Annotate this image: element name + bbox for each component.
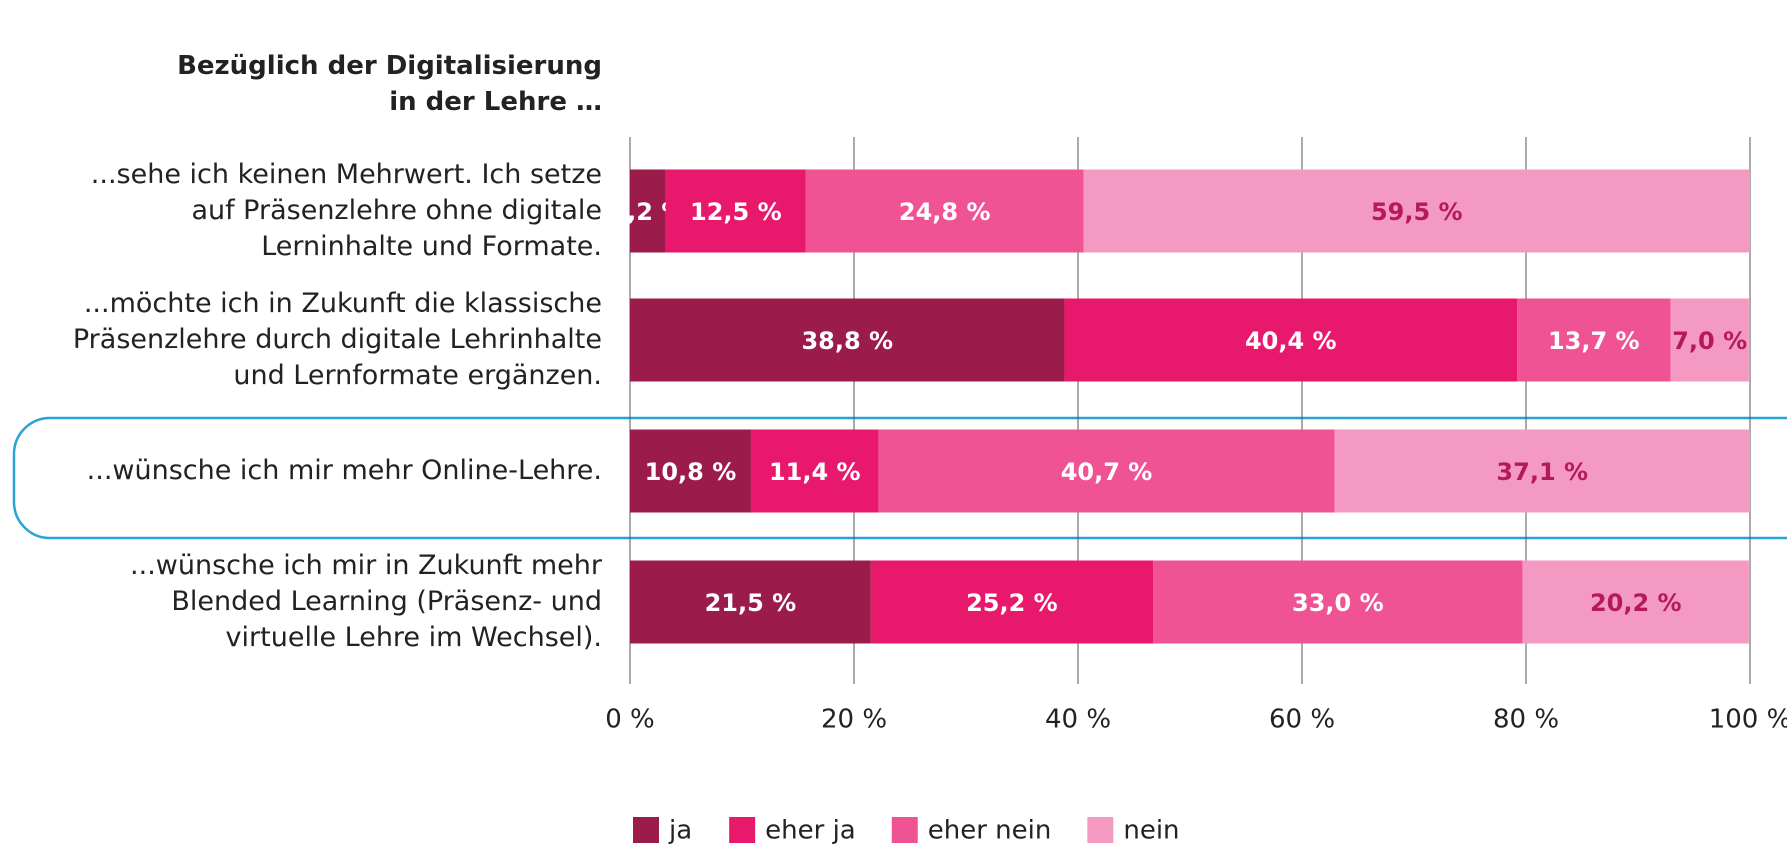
bar-segment <box>870 560 1154 644</box>
x-tick-label: 40 % <box>1045 705 1111 735</box>
category-label: ...wünsche ich mir mehr Online-Lehre. <box>86 455 602 486</box>
value-label: 21,5 % <box>705 589 797 617</box>
bar-segment <box>1153 560 1523 644</box>
value-label: 20,2 % <box>1590 589 1682 617</box>
bar-segment <box>630 560 871 644</box>
value-label: 12,5 % <box>690 198 782 226</box>
value-label: 7,0 % <box>1672 327 1747 355</box>
bar-segment <box>1083 169 1750 253</box>
value-label: 33,0 % <box>1292 589 1384 617</box>
value-label: 11,4 % <box>769 458 861 486</box>
x-tick-label: 0 % <box>605 705 655 735</box>
value-label: 24,8 % <box>899 198 991 226</box>
bar-segment <box>1334 429 1750 513</box>
bar-segment <box>1522 560 1749 644</box>
category-label: ...wünsche ich mir in Zukunft mehr Blend… <box>130 550 602 653</box>
x-tick-label: 80 % <box>1493 705 1559 735</box>
legend-label: eher ja <box>765 816 856 846</box>
x-tick-label: 20 % <box>821 705 887 735</box>
x-tick-label: 60 % <box>1269 705 1335 735</box>
bar-segment <box>1670 298 1749 382</box>
legend-swatch <box>891 817 918 843</box>
bar-segment <box>665 169 806 253</box>
legend-swatch <box>729 817 756 843</box>
value-label: 25,2 % <box>966 589 1058 617</box>
value-label: 40,4 % <box>1245 327 1337 355</box>
bar-segment <box>630 429 751 513</box>
bar-segment <box>805 169 1084 253</box>
bar-segment <box>630 169 666 253</box>
value-label: 59,5 % <box>1371 198 1463 226</box>
chart-title: Bezüglich der Digitalisierung in der Leh… <box>177 51 602 117</box>
legend-swatch <box>633 817 659 843</box>
legend-label: nein <box>1123 816 1179 846</box>
value-label: 13,7 % <box>1548 327 1640 355</box>
value-label: 38,8 % <box>801 327 893 355</box>
value-label: 40,7 % <box>1061 458 1153 486</box>
value-label: 10,8 % <box>645 458 737 486</box>
bar-segment <box>750 429 879 513</box>
bar-segment <box>1517 298 1671 382</box>
category-label: ...möchte ich in Zukunft die klassische … <box>72 288 602 391</box>
legend-label: ja <box>668 816 692 846</box>
bar-segment <box>878 429 1335 513</box>
highlight-frame <box>12 416 1787 540</box>
legend-label: eher nein <box>928 816 1052 846</box>
bar-segment <box>1064 298 1518 382</box>
legend-swatch <box>1087 817 1114 843</box>
bar-segment <box>630 298 1065 382</box>
value-label: 37,1 % <box>1496 458 1588 486</box>
x-tick-label: 100 % <box>1709 705 1787 735</box>
category-label: ...sehe ich keinen Mehrwert. Ich setze a… <box>90 159 602 262</box>
